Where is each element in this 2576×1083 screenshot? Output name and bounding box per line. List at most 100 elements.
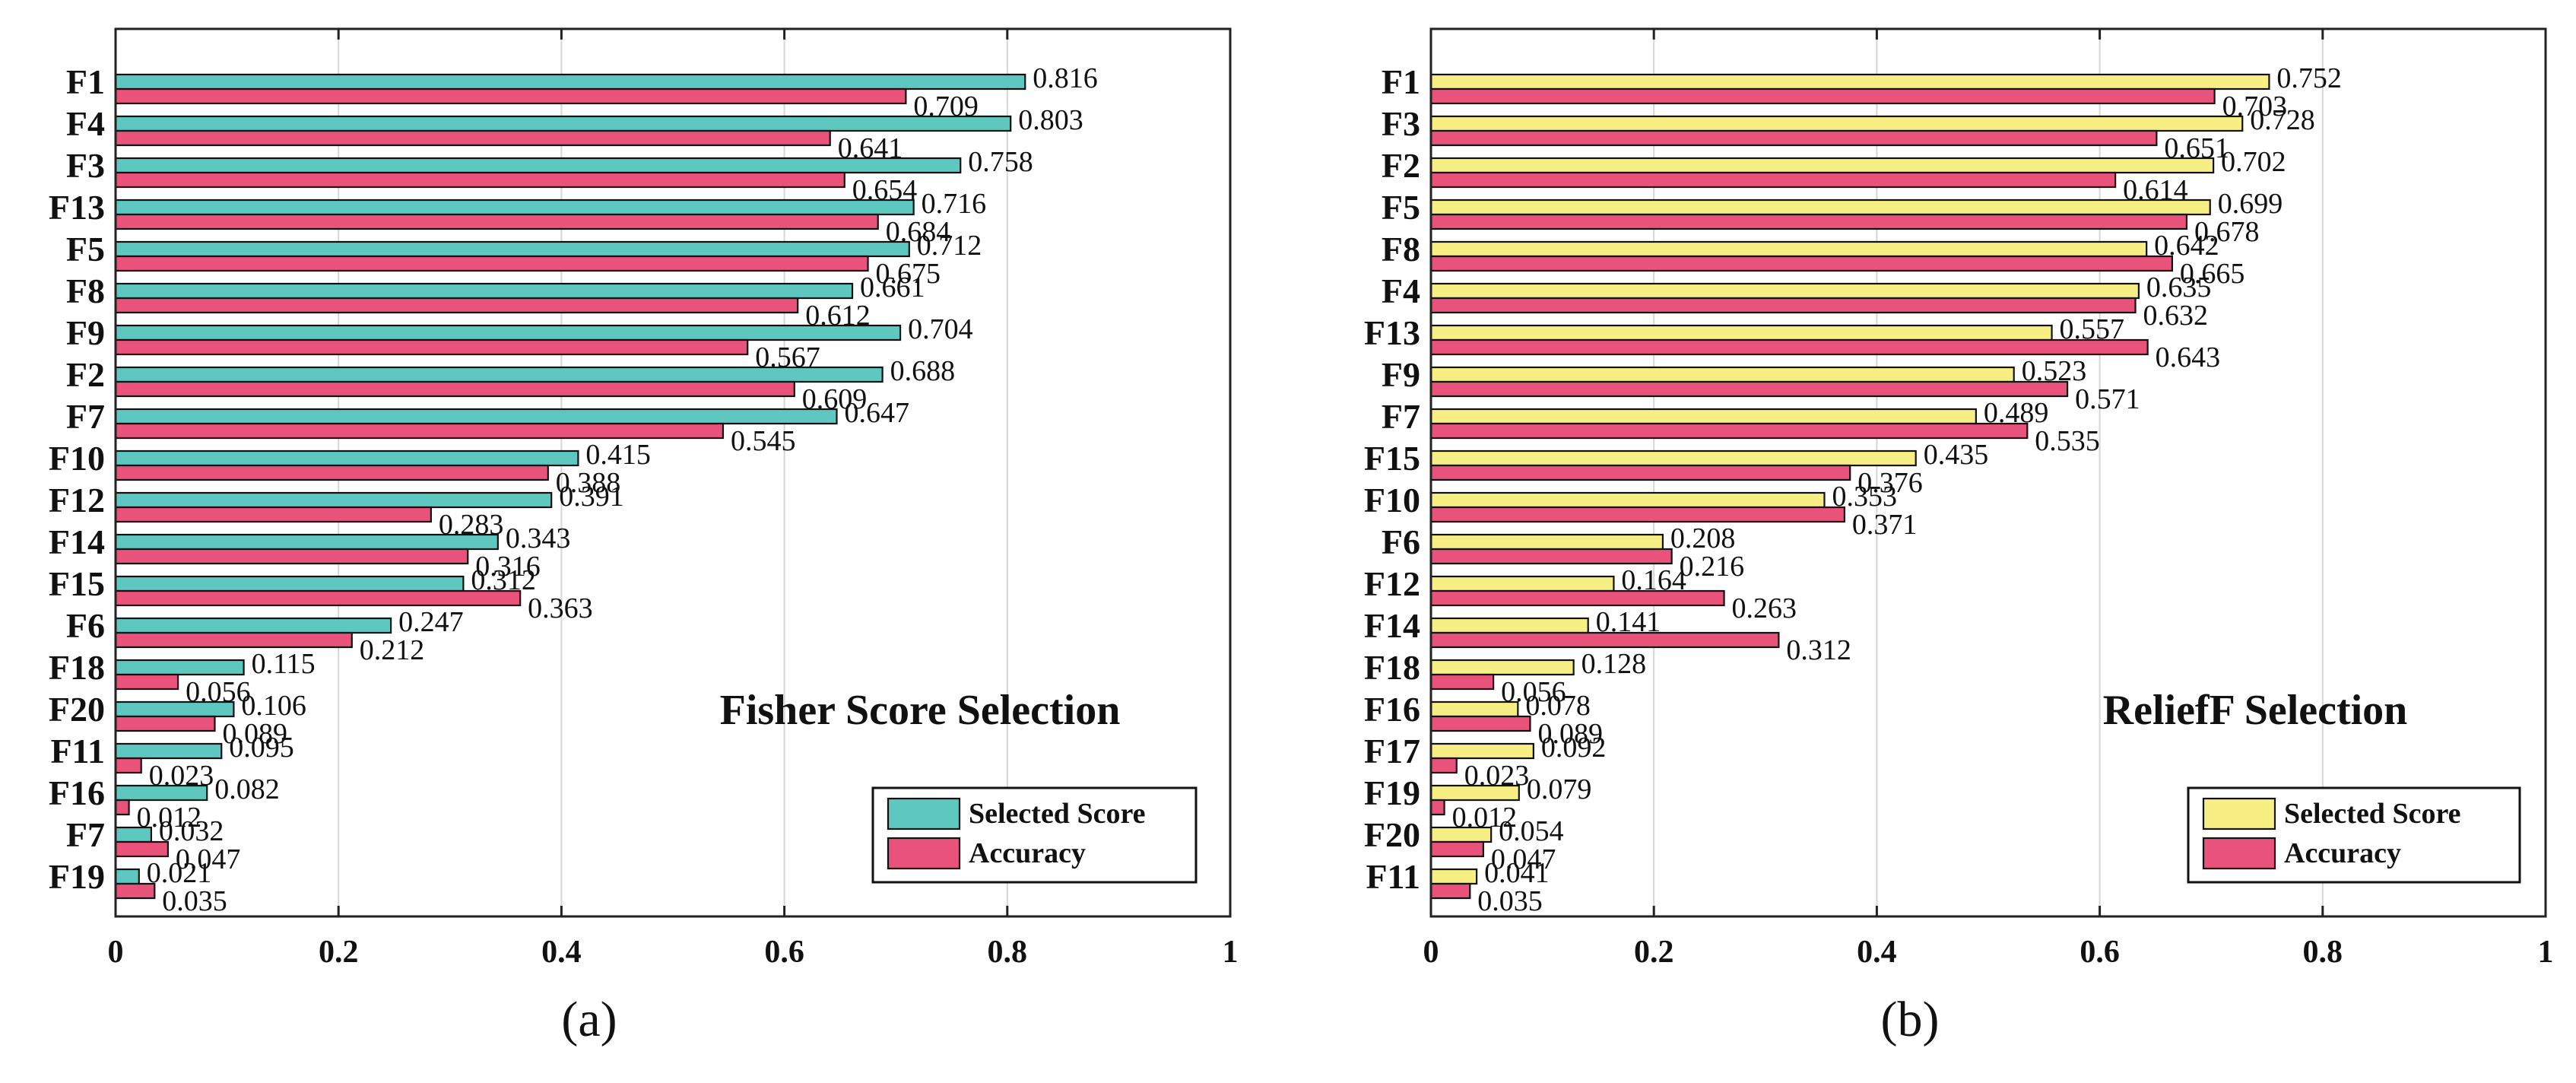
bar-accuracy: [1429, 673, 1495, 691]
legend: Selected Score Accuracy: [871, 786, 1198, 884]
value-label: 0.032: [159, 815, 224, 847]
value-label: 0.675: [876, 258, 941, 290]
category-label: F1: [66, 62, 105, 101]
bar-selected-score: [114, 491, 553, 509]
category-label: F10: [1364, 481, 1420, 519]
legend-swatch: [2202, 797, 2276, 831]
bar-accuracy: [114, 129, 831, 147]
value-label: 0.712: [917, 230, 982, 262]
bar-selected-score: [1429, 366, 2015, 383]
value-label: 0.035: [1477, 885, 1543, 917]
category-label: F7: [66, 397, 105, 436]
bar-selected-score: [114, 324, 902, 341]
value-label: 0.758: [968, 146, 1033, 178]
value-label: 0.647: [845, 397, 910, 429]
bar-selected-score: [1429, 868, 1478, 885]
category-label: F12: [1364, 564, 1420, 603]
legend-swatch: [2202, 837, 2276, 870]
plot-frame: [114, 27, 1232, 918]
x-tick-label: 0.4: [1857, 935, 1897, 970]
value-label: 0.665: [2180, 258, 2245, 290]
value-label: 0.128: [1581, 648, 1647, 680]
value-label: 0.376: [1857, 467, 1923, 499]
x-tick-label: 0.8: [2303, 935, 2343, 970]
bar-selected-score: [1429, 282, 2140, 300]
bar-selected-score: [114, 784, 208, 802]
category-label: F7: [66, 815, 105, 854]
category-label: F19: [49, 857, 105, 896]
category-label: F13: [49, 188, 105, 227]
value-label: 0.716: [922, 188, 987, 220]
bar-accuracy: [114, 673, 179, 691]
category-label: F5: [66, 230, 105, 268]
bar-accuracy: [1429, 422, 2029, 440]
value-label: 0.688: [890, 355, 956, 387]
value-label: 0.632: [2143, 300, 2209, 332]
bar-selected-score: [114, 282, 854, 300]
value-label: 0.079: [1527, 773, 1592, 805]
value-label: 0.089: [1537, 718, 1603, 750]
x-tick-label: 1: [2538, 935, 2554, 970]
bar-selected-score: [114, 115, 1012, 132]
value-label: 0.643: [2156, 341, 2221, 373]
category-label: F15: [49, 564, 105, 603]
bar-accuracy: [114, 464, 549, 481]
category-label: F11: [1366, 857, 1420, 896]
bar-accuracy: [114, 548, 469, 565]
category-label: F3: [1382, 104, 1420, 143]
category-label: F2: [1382, 146, 1420, 185]
value-label: 0.078: [1525, 690, 1591, 722]
bar-selected-score: [114, 157, 962, 174]
value-label: 0.047: [1491, 843, 1556, 875]
category-label: F4: [66, 104, 105, 143]
category-label: F16: [1364, 690, 1420, 729]
category-label: F9: [66, 313, 105, 352]
panel-caption: (a): [561, 992, 617, 1047]
x-tick-label: 0.2: [1634, 935, 1674, 970]
bar-selected-score: [114, 449, 579, 467]
x-tick-label: 0.8: [988, 935, 1028, 970]
bar-selected-score: [1429, 826, 1493, 843]
value-label: 0.115: [252, 648, 316, 680]
value-label: 0.391: [559, 481, 624, 513]
bar-accuracy: [114, 799, 130, 816]
legend-label: Accuracy: [969, 837, 1086, 869]
bar-accuracy: [1429, 757, 1458, 774]
bar-accuracy: [1429, 171, 2117, 189]
category-label: F18: [1364, 648, 1420, 687]
panel-caption: (b): [1881, 992, 1940, 1047]
bar-selected-score: [114, 700, 235, 718]
bar-selected-score: [1429, 659, 1575, 676]
x-tick-label: 1: [1223, 935, 1239, 970]
value-label: 0.816: [1033, 62, 1098, 94]
bar-selected-score: [1429, 491, 1826, 509]
category-label: F15: [1364, 439, 1420, 478]
category-label: F20: [49, 690, 105, 729]
category-label: F3: [66, 146, 105, 185]
bar-accuracy: [114, 171, 845, 189]
bar-selected-score: [114, 868, 140, 885]
bar-selected-score: [1429, 449, 1917, 467]
category-label: F13: [1364, 313, 1420, 352]
bar-selected-score: [114, 742, 223, 760]
value-label: 0.699: [2218, 188, 2283, 220]
legend-label: Accuracy: [2284, 837, 2401, 869]
legend-label: Selected Score: [2284, 798, 2461, 830]
bar-accuracy: [1429, 589, 1725, 607]
bar-accuracy: [1429, 338, 2149, 356]
bar-accuracy: [114, 840, 170, 858]
value-label: 0.535: [2035, 425, 2100, 457]
bar-selected-score: [1429, 742, 1534, 760]
value-label: 0.752: [2276, 62, 2342, 94]
value-label: 0.216: [1680, 551, 1745, 583]
bar-accuracy: [114, 213, 879, 230]
bar-accuracy: [114, 422, 725, 440]
bar-selected-score: [1429, 617, 1589, 634]
x-tick-label: 0: [108, 935, 124, 970]
x-tick-label: 0.6: [2080, 935, 2120, 970]
category-label: F20: [1364, 815, 1420, 854]
x-tick-label: 0.2: [319, 935, 359, 970]
bar-accuracy: [114, 380, 795, 398]
